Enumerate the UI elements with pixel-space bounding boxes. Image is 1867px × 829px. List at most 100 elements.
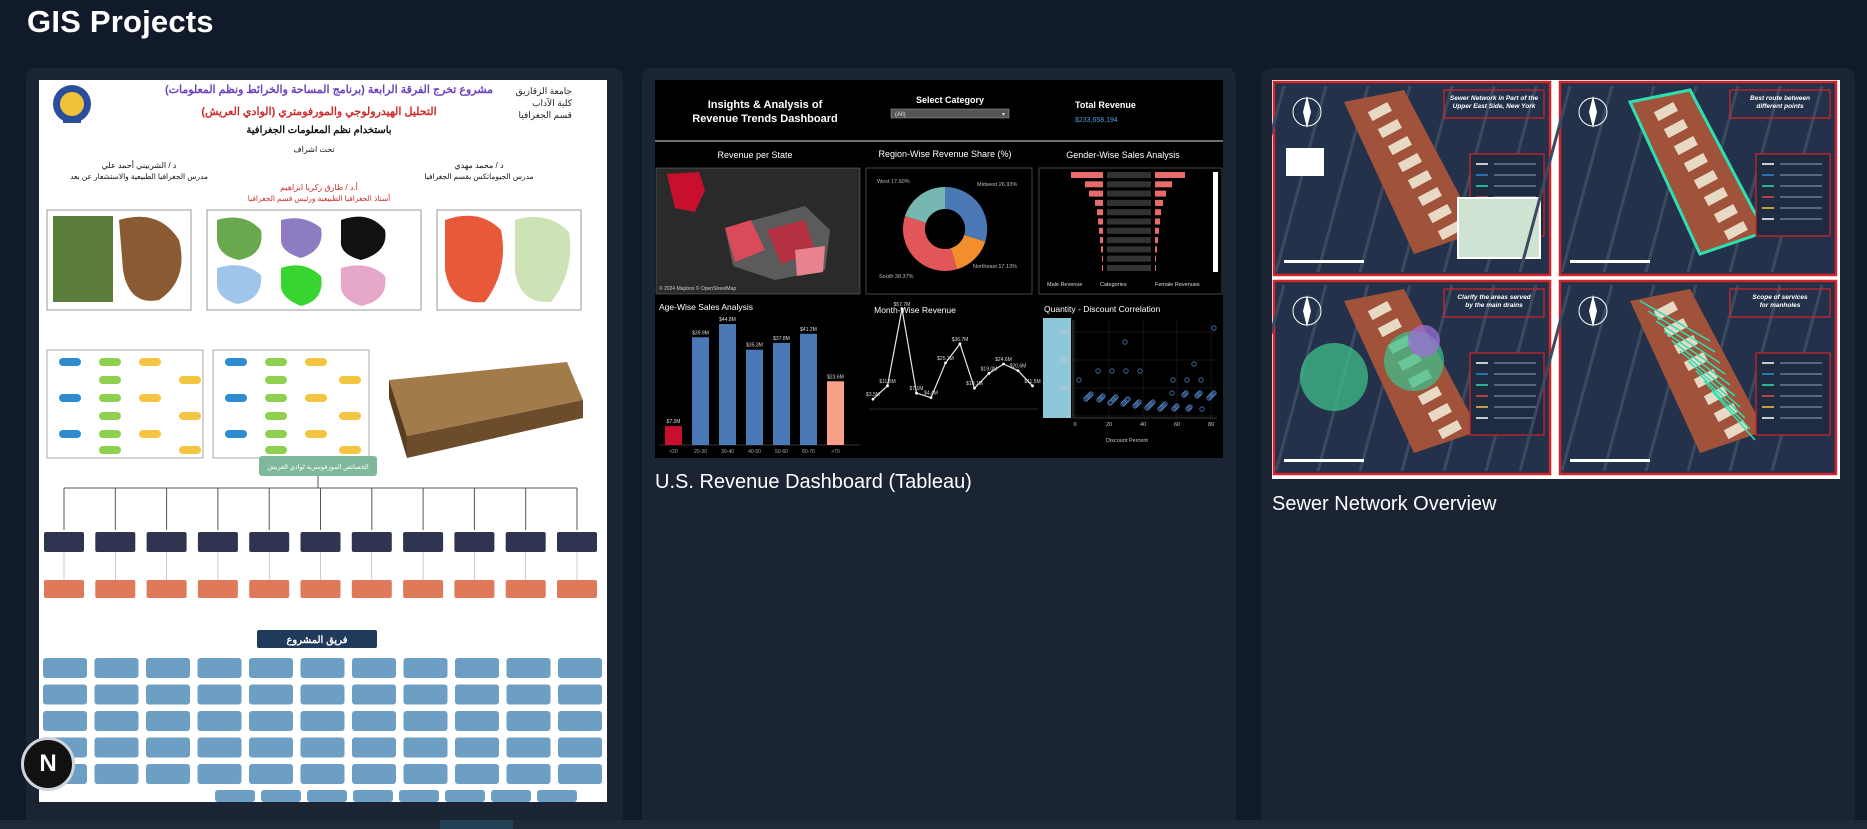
age-bar	[827, 381, 844, 445]
org-node	[300, 532, 341, 552]
age-bar-label: $23.6M	[827, 374, 844, 380]
dashboard-corr-xlabel: Discount Percent	[1106, 438, 1148, 444]
month-point	[929, 396, 933, 400]
team-member-tag	[403, 658, 448, 678]
university-logo-icon	[53, 85, 91, 123]
floating-n-button[interactable]: N	[21, 737, 75, 791]
flowchart-node	[179, 412, 201, 420]
map-title-line: Upper East Side, New York	[1453, 103, 1536, 110]
team-member-tag	[403, 737, 448, 758]
building	[1713, 402, 1738, 423]
street	[1272, 284, 1286, 336]
team-member-tag	[249, 764, 293, 784]
team-member-tag	[455, 737, 499, 758]
dashboard-panel-corr-title: Quantity - Discount Correlation	[1044, 304, 1160, 314]
team-member-tag	[197, 764, 242, 784]
dashboard-category-select[interactable]	[890, 108, 1010, 119]
map-legend	[1469, 352, 1545, 436]
age-category-label: 30-40	[721, 449, 734, 455]
corr-point	[1083, 396, 1089, 402]
corr-point	[1186, 405, 1192, 411]
org-value-node	[300, 580, 341, 598]
team-member-tag	[249, 711, 293, 731]
corr-point	[1191, 361, 1197, 367]
project-card-sewer-network[interactable]: Sewer Network in Part of the Upper East S…	[1261, 68, 1855, 829]
poster-heading: مشروع تخرج الفرقة الرابعة (برنامج المساح…	[165, 84, 493, 96]
poster-supervision: تحت اشراف	[293, 145, 334, 154]
dashboard-month-line: $3.5M $11.5M $57.7M $7.1M$4.4M $25.2M $36.7M $…	[866, 302, 1041, 410]
org-node	[197, 532, 238, 552]
month-point-label: $11.5M	[1024, 379, 1040, 385]
building	[1723, 220, 1748, 241]
age-bar-label: $41.2M	[800, 327, 817, 333]
project-title-sewer-network[interactable]: Sewer Network Overview	[1272, 493, 1497, 515]
gender-male-bar	[1085, 181, 1103, 188]
map-title-line: Scope of services	[1752, 294, 1808, 301]
month-point-label: $36.7M	[952, 337, 969, 343]
project-thumbnail-hydrology-poster[interactable]: جامعة الزقازيق كلية الآداب قسم الجغرافيا…	[39, 80, 607, 802]
month-point	[1016, 369, 1020, 373]
map-title-frame	[1443, 89, 1545, 119]
map-legend	[1755, 352, 1831, 436]
poster-chart-root	[259, 456, 377, 476]
bottom-scrollbar[interactable]	[0, 820, 1867, 829]
dashboard-heading-2: Revenue Trends Dashboard	[692, 113, 838, 125]
corr-point	[1123, 368, 1129, 374]
poster-faculty: كلية الآداب	[532, 98, 573, 108]
org-node	[249, 532, 290, 552]
org-value-node	[95, 580, 136, 598]
sewer-map-panel: Scope of services for manholes	[1518, 279, 1838, 476]
age-category-label: 60-70	[802, 449, 815, 455]
team-member-tag	[403, 764, 448, 784]
flowchart-node	[339, 446, 361, 454]
flowchart-node	[99, 430, 121, 438]
building	[1397, 152, 1422, 173]
region-label-south: South 38.37%	[879, 274, 914, 280]
gender-female-bar	[1155, 246, 1157, 253]
month-point-label: $11.5M	[879, 379, 895, 385]
building	[1427, 402, 1452, 423]
project-card-hydrology[interactable]: جامعة الزقازيق كلية الآداب قسم الجغرافيا…	[26, 68, 623, 829]
team-member-tag	[558, 658, 602, 678]
team-member-tag	[558, 764, 602, 784]
project-thumbnail-sewer-network[interactable]: Sewer Network in Part of the Upper East S…	[1272, 80, 1840, 479]
team-member-tag	[399, 790, 439, 802]
poster-terrain-3d	[389, 362, 583, 458]
building	[1417, 385, 1442, 406]
project-title-revenue-dashboard[interactable]: U.S. Revenue Dashboard (Tableau)	[655, 471, 972, 493]
poster-using: باستخدام نظم المعلومات الجغرافية	[246, 125, 391, 136]
scrollbar-thumb[interactable]	[440, 820, 513, 829]
poster-supervisor-left: د / الشربيني أحمد علي	[102, 159, 177, 170]
corr-point	[1184, 377, 1190, 383]
flowchart-node	[99, 412, 121, 420]
org-value-node	[146, 580, 187, 598]
poster-department: قسم الجغرافيا	[519, 110, 572, 121]
org-value-node	[197, 580, 238, 598]
north-arrow-icon	[1589, 295, 1597, 327]
team-member-tag	[146, 764, 190, 784]
flowchart-node	[305, 430, 327, 438]
age-bar-label: $37.8M	[773, 336, 790, 342]
gender-female-bar	[1155, 181, 1172, 188]
corr-point	[1108, 399, 1114, 405]
team-member-tag	[307, 790, 347, 802]
poster-supervisor-right: د / محمد مهدي	[454, 161, 504, 170]
month-point	[944, 361, 947, 365]
month-point-label: $10.1M	[966, 381, 983, 387]
poster-subheading: التحليل الهيدرولوجي والمورفومتري (الوادي…	[201, 106, 436, 119]
month-point	[973, 386, 976, 390]
manhole-link	[1671, 340, 1731, 386]
flowchart-node	[179, 446, 201, 454]
team-member-tag	[94, 764, 139, 784]
team-member-tag	[506, 737, 551, 758]
gender-male-bar	[1097, 209, 1103, 216]
corr-point	[1198, 377, 1204, 383]
age-category-label: 40-50	[748, 449, 761, 455]
org-node	[454, 532, 495, 552]
project-thumbnail-revenue-dashboard[interactable]: Insights & Analysis of Revenue Trends Da…	[655, 80, 1223, 458]
org-node	[95, 532, 136, 552]
gender-category-cell	[1107, 255, 1151, 262]
project-card-revenue-dashboard[interactable]: Insights & Analysis of Revenue Trends Da…	[642, 68, 1236, 829]
gender-female-bar	[1155, 218, 1160, 225]
manhole-link	[1639, 300, 1711, 342]
